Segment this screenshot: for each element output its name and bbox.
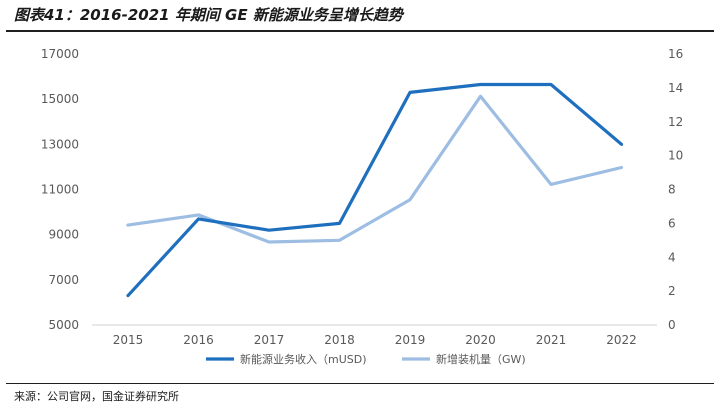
title-bar <box>6 2 714 32</box>
right-tick-label: 8 <box>668 183 676 197</box>
right-tick-label: 2 <box>668 284 676 298</box>
left-tick-label: 5000 <box>48 318 79 332</box>
series-line-revenue <box>126 82 624 298</box>
chart-title: 图表41：2016-2021 年期间 GE 新能源业务呈增长趋势 <box>14 6 403 24</box>
x-tick-label: 2017 <box>254 333 285 347</box>
right-tick-label: 0 <box>668 318 676 332</box>
left-tick-label: 11000 <box>41 183 79 197</box>
right-tick-label: 10 <box>668 149 683 163</box>
x-tick-label: 2016 <box>183 333 214 347</box>
bottom-rule <box>6 383 714 384</box>
left-tick-label: 15000 <box>41 92 79 106</box>
x-tick-label: 2021 <box>536 333 567 347</box>
right-tick-label: 4 <box>668 250 676 264</box>
x-tick-label: 2018 <box>324 333 355 347</box>
left-tick-label: 13000 <box>41 137 79 151</box>
right-tick-label: 16 <box>668 47 683 61</box>
legend-label: 新能源业务收入（mUSD) <box>240 352 367 366</box>
right-tick-label: 12 <box>668 115 683 129</box>
legend-label: 新增装机量（GW) <box>436 352 526 366</box>
source-note: 来源：公司官网，国金证券研究所 <box>14 390 179 403</box>
x-tick-label: 2020 <box>465 333 496 347</box>
series-layer <box>126 82 624 298</box>
x-tick-label: 2022 <box>606 333 637 347</box>
right-tick-label: 14 <box>668 81 683 95</box>
x-tick-label: 2015 <box>113 333 144 347</box>
right-tick-label: 6 <box>668 216 676 230</box>
x-axis: 2015 2016 2017 2018 2019 2020 2021 2022 <box>113 333 637 347</box>
left-tick-label: 17000 <box>41 47 79 61</box>
left-axis: 5000 7000 9000 11000 13000 15000 17000 <box>41 47 79 332</box>
left-tick-label: 9000 <box>48 228 79 242</box>
legend: 新能源业务收入（mUSD) 新增装机量（GW) <box>206 352 526 366</box>
left-tick-label: 7000 <box>48 273 79 287</box>
x-tick-label: 2019 <box>395 333 426 347</box>
right-axis: 0 2 4 6 8 10 12 14 16 <box>668 47 683 332</box>
